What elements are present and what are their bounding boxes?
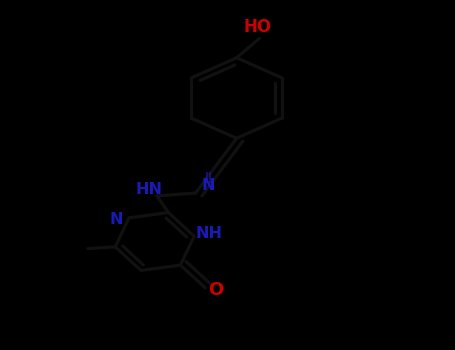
Text: O: O xyxy=(207,281,223,299)
Text: HN: HN xyxy=(135,182,162,197)
Text: N: N xyxy=(202,178,215,193)
Text: N: N xyxy=(110,212,123,227)
Text: NH: NH xyxy=(195,226,222,241)
Text: HO: HO xyxy=(243,18,271,36)
Text: ||: || xyxy=(204,172,212,183)
